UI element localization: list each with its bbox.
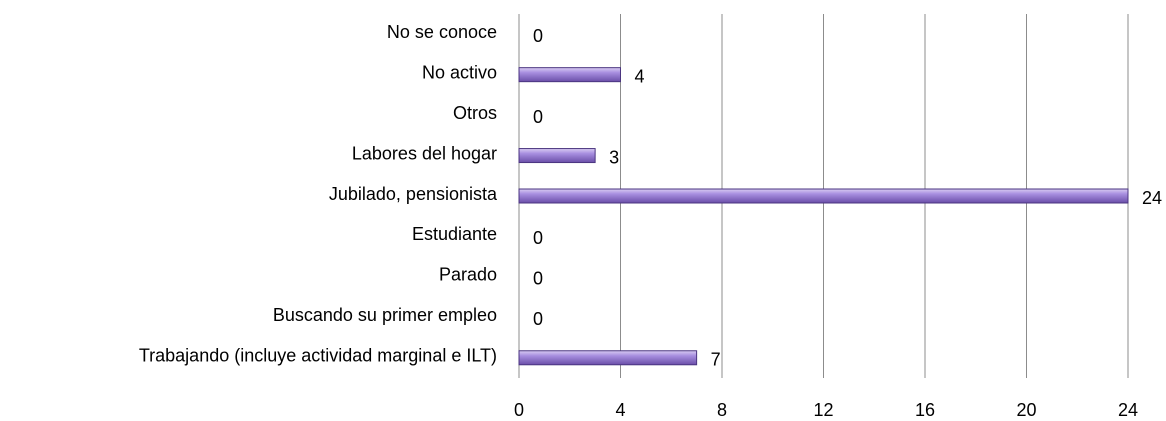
data-label: 4	[635, 66, 645, 86]
data-label: 0	[533, 269, 543, 289]
bar	[518, 188, 1129, 204]
x-tick-label: 20	[1016, 400, 1036, 420]
data-label: 24	[1142, 188, 1162, 208]
y-tick-label: Labores del hogar	[352, 143, 497, 163]
y-tick-label: Jubilado, pensionista	[329, 184, 498, 204]
y-tick-label: No activo	[422, 62, 497, 82]
bar	[518, 148, 596, 164]
data-label: 0	[533, 309, 543, 329]
x-tick-label: 4	[615, 400, 625, 420]
x-tick-label: 16	[915, 400, 935, 420]
y-tick-label: No se conoce	[387, 22, 497, 42]
bar	[518, 67, 621, 83]
y-tick-label: Buscando su primer empleo	[273, 305, 497, 325]
data-label: 7	[711, 350, 721, 370]
x-tick-label: 12	[813, 400, 833, 420]
x-tick-label: 0	[514, 400, 524, 420]
data-label: 3	[609, 147, 619, 167]
data-label: 0	[533, 107, 543, 127]
x-tick-label: 24	[1118, 400, 1138, 420]
y-tick-label: Trabajando (incluye actividad marginal e…	[139, 346, 497, 366]
data-label: 0	[533, 26, 543, 46]
y-tick-label: Estudiante	[412, 224, 497, 244]
bar	[518, 350, 698, 366]
y-tick-label: Otros	[453, 103, 497, 123]
x-tick-label: 8	[717, 400, 727, 420]
y-tick-label: Parado	[439, 265, 497, 285]
data-label: 0	[533, 228, 543, 248]
